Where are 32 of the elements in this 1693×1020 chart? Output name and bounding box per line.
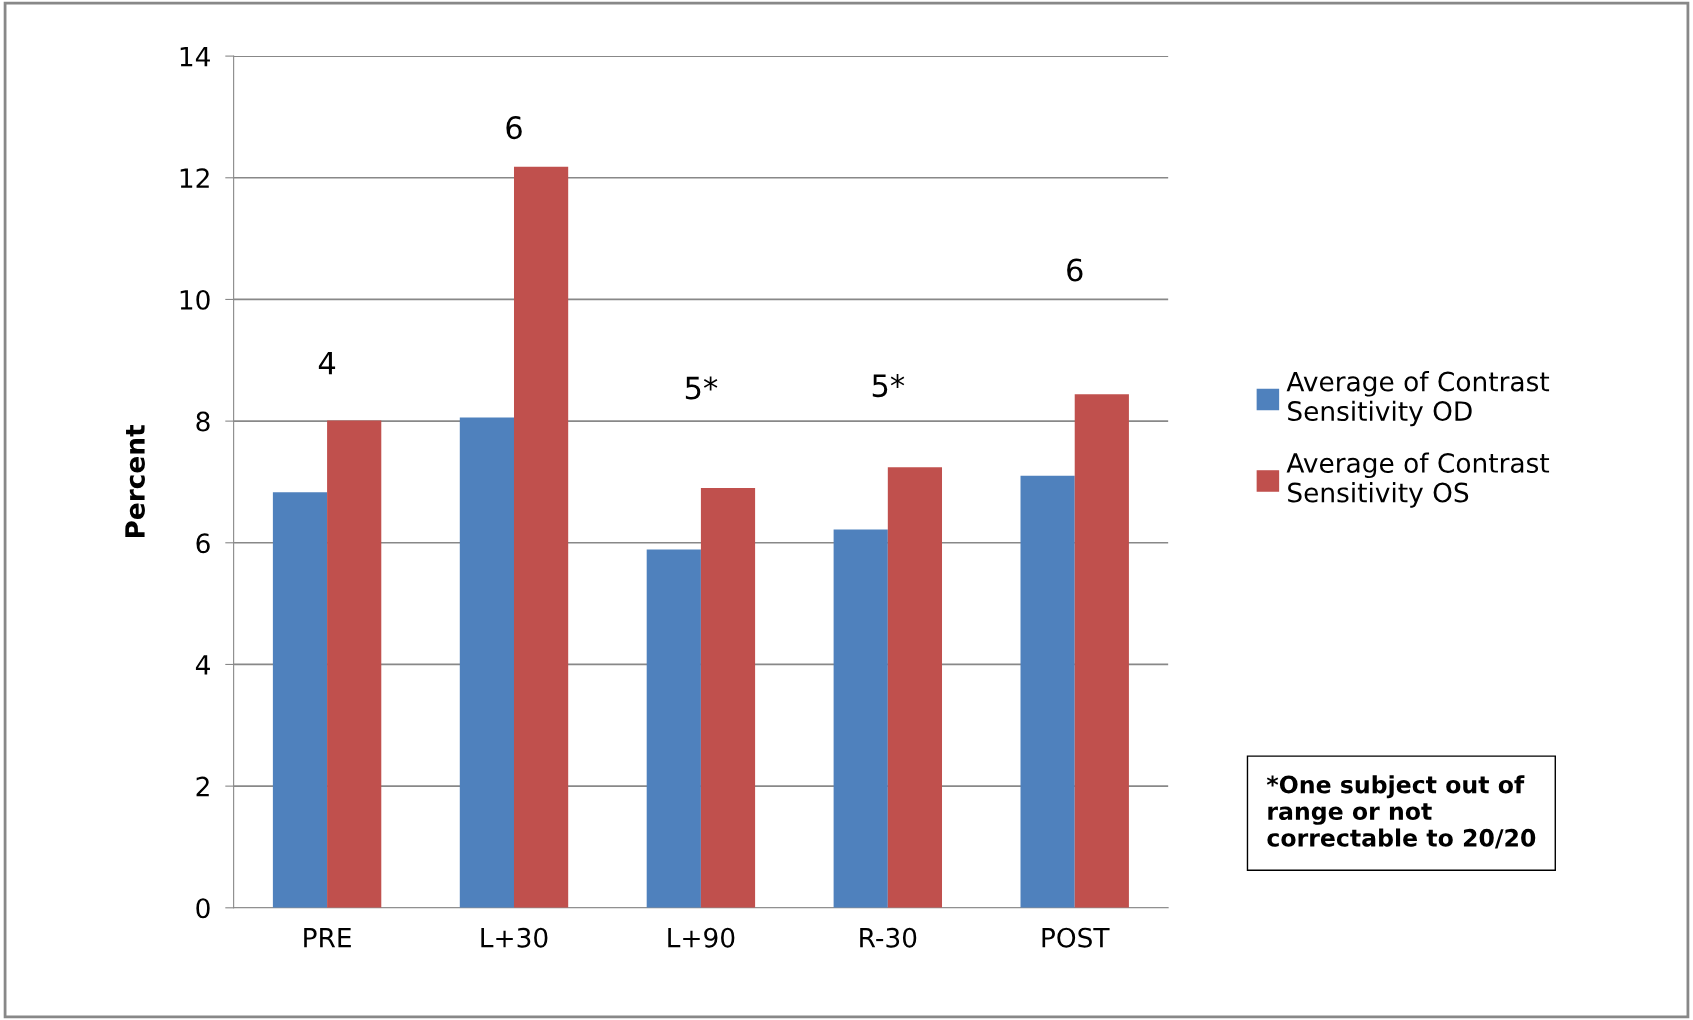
x-tick-label: L+30 <box>481 927 548 948</box>
bar <box>1020 475 1075 908</box>
x-tick-label: POST <box>1042 927 1110 948</box>
bar <box>700 488 756 908</box>
y-tick-label: 14 <box>180 46 210 67</box>
annotation: 5* <box>872 374 905 398</box>
annotation: 5* <box>685 376 718 400</box>
annotation: 6 <box>1067 258 1083 282</box>
y-tick-label: 6 <box>196 533 210 554</box>
y-tick-label: 4 <box>195 655 210 675</box>
annotation: 4 <box>318 351 336 375</box>
bar <box>272 492 328 908</box>
bar <box>646 549 701 908</box>
legend-label: Average of Contrast Sensitivity OD <box>1286 371 1550 427</box>
y-tick-label: 12 <box>180 168 209 188</box>
y-tick-label: 10 <box>180 289 210 310</box>
annotation: 6 <box>506 116 522 140</box>
bar <box>1074 394 1129 908</box>
text: *One subject out of range or not correctable to 20/20 <box>1266 775 1536 849</box>
y-tick-label: 8 <box>196 411 210 432</box>
x-tick-label: R-30 <box>860 927 917 948</box>
y-tick-label: 2 <box>196 776 209 797</box>
bar <box>513 166 569 908</box>
bar <box>327 420 382 908</box>
bar <box>833 529 888 908</box>
bar <box>459 417 514 908</box>
x-tick-label: L+90 <box>668 927 735 948</box>
y-axis-title: Percent <box>125 424 145 538</box>
x-tick-label: PRE <box>304 928 351 948</box>
bar <box>887 467 943 908</box>
legend-label: Average of Contrast Sensitivity OS <box>1286 452 1550 508</box>
y-tick-label: 0 <box>196 898 210 919</box>
